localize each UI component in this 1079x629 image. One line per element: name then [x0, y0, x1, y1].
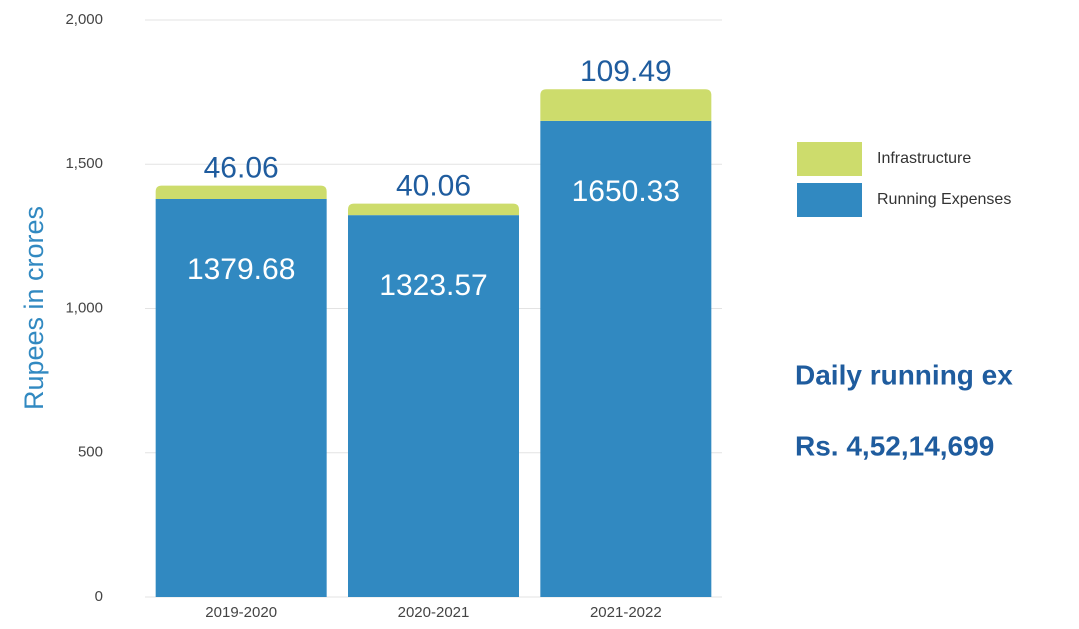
value-label: 40.06	[396, 170, 471, 203]
value-label: 1323.57	[379, 269, 487, 302]
y-tick-label: 500	[78, 444, 103, 461]
legend-label: Running Expenses	[877, 191, 1011, 208]
bar-segment	[155, 185, 327, 199]
legend-swatch	[797, 142, 862, 176]
value-label: 109.49	[580, 55, 672, 88]
bar-segment	[348, 215, 519, 597]
y-tick-label: 1,500	[65, 155, 103, 172]
bar-segment	[155, 198, 327, 597]
x-tick-label: 2020-2021	[398, 604, 470, 621]
bar-segment	[540, 120, 712, 597]
y-tick-label: 0	[95, 588, 103, 605]
legend-label: Infrastructure	[877, 150, 971, 167]
bar-segment	[540, 89, 712, 121]
value-label: 1379.68	[187, 253, 295, 286]
annotation: Rs. 4,52,14,699	[795, 430, 994, 461]
y-tick-label: 2,000	[65, 11, 103, 28]
annotation: Daily running ex	[795, 359, 1013, 390]
value-label: 46.06	[204, 152, 279, 185]
x-tick-label: 2019-2020	[205, 604, 277, 621]
y-axis-label: Rupees in crores	[19, 206, 49, 410]
legend-swatch	[797, 183, 862, 217]
x-tick-label: 2021-2022	[590, 604, 662, 621]
value-label: 1650.33	[572, 175, 680, 208]
y-tick-label: 1,000	[65, 299, 103, 316]
bar-segment	[348, 203, 519, 216]
